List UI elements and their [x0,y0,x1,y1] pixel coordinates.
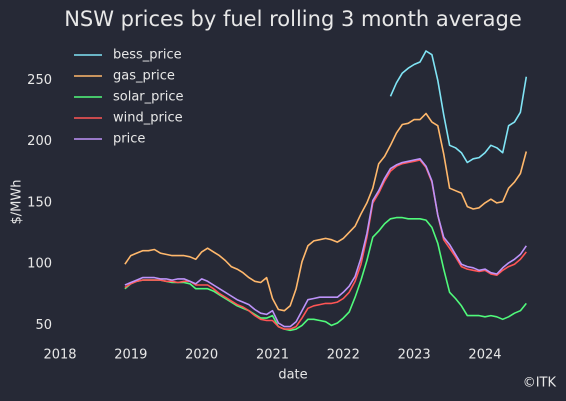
series-line [124,158,527,328]
x-tick-label: 2023 [398,348,431,363]
legend-label: bess_price [113,48,182,63]
series-line [124,112,528,312]
y-tick-label: 100 [27,257,52,272]
x-tick-label: 2024 [468,348,501,363]
x-axis-label: date [278,368,307,383]
x-tick-label: 2021 [256,348,289,363]
x-tick-label: 2020 [185,348,218,363]
legend-label: solar_price [113,90,184,105]
legend-label: wind_price [113,111,183,126]
y-tick-label: 200 [27,134,52,149]
x-tick-label: 2019 [114,348,147,363]
footer: ©ITK [523,376,557,391]
y-axis-label: $/MWh [10,180,25,225]
y-tick-label: 150 [27,195,52,210]
y-tick-label: 50 [35,318,52,333]
legend-label: gas_price [113,69,175,84]
x-tick-label: 2022 [327,348,360,363]
chart-title: NSW prices by fuel rolling 3 month avera… [64,7,522,31]
y-tick-label: 250 [27,73,52,88]
legend-label: price [113,132,145,147]
series-line [124,216,527,332]
x-tick-label: 2018 [43,348,76,363]
series-line [389,50,528,164]
